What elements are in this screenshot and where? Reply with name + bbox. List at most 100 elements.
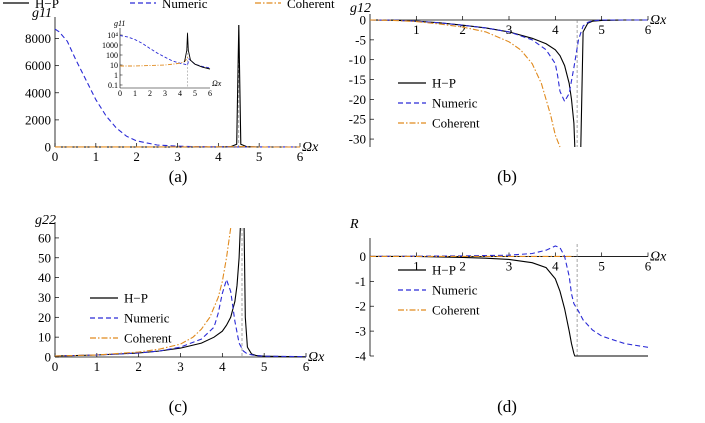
- panel-a-series-1: [54, 28, 301, 148]
- panel-b-ytick-label: -30: [349, 132, 366, 147]
- panel-a-legend-label-1: Numeric: [162, 0, 208, 11]
- inset-xtick-label: 6: [208, 89, 212, 98]
- panel-a-ylabel: g11: [32, 6, 52, 21]
- panel-d-caption: (d): [497, 397, 517, 416]
- panel-c-legend: H−P Numeric Coherent: [90, 291, 172, 346]
- panel-a-legend-label-0: H−P: [35, 0, 59, 11]
- inset-ytick-label: 100: [106, 51, 118, 60]
- inset-xtick-label: 1: [133, 89, 137, 98]
- panel-a-xtick-label: 3: [174, 149, 181, 164]
- panel-c-xtick-label: 6: [303, 359, 310, 374]
- panel-c: 0 1 2 3 4 5 60102030405060g22ΩxH−PNumericCoher…: [35, 213, 325, 416]
- panel-c-xtick-label: 4: [219, 359, 226, 374]
- panel-b-xtick-label: 3: [506, 22, 513, 37]
- panel-b-xlabel: Ωx: [650, 13, 667, 28]
- panel-a-xtick-label: 0: [52, 149, 59, 164]
- panel-b-xtick-label: 2: [459, 22, 466, 37]
- panel-d-ytick-label: -1: [355, 274, 366, 289]
- inset-xtick-label: 3: [163, 89, 167, 98]
- panel-c-caption: (c): [169, 397, 188, 416]
- panel-b-xtick-label: 6: [645, 22, 652, 37]
- panel-c-ytick-label: 40: [38, 270, 51, 285]
- panel-d-legend: H−P Numeric Coherent: [398, 263, 480, 318]
- panel-a-ytick-label: 0: [45, 140, 52, 155]
- panel-c-series-1: [243, 227, 307, 358]
- panel-d: 1 2 3 4 5 6 0 -1 -2 -3 -4 R Ωx H−P Numeric Coherent (d): [349, 217, 667, 416]
- panel-d-ytick-label: 0: [360, 249, 367, 264]
- panel-c-series-3: [54, 227, 232, 357]
- panel-b-series-1: [580, 19, 648, 148]
- panel-c-legend-label-0: H−P: [124, 291, 148, 306]
- panel-a-legend: H−P Numeric Coherent: [3, 0, 335, 11]
- panel-a-ytick-label: 2000: [25, 112, 51, 127]
- panel-a-legend-label-2: Coherent: [287, 0, 335, 11]
- panel-d-xtick-label: 4: [552, 258, 559, 273]
- panel-b-series-2: [369, 19, 648, 103]
- panel-c-xtick-label: 2: [135, 359, 142, 374]
- panel-c-ytick-label: 0: [45, 350, 52, 365]
- panel-a-ytick-label: 4000: [25, 85, 51, 100]
- panel-d-ytick-label: -2: [355, 299, 366, 314]
- panel-c-ytick-label: 60: [38, 230, 51, 245]
- panel-d-xlabel: Ωx: [650, 249, 667, 264]
- panel-b-series-3: [369, 19, 561, 148]
- inset-ytick-label: 1: [114, 71, 118, 80]
- panel-d-series-1: [369, 245, 649, 348]
- panel-b-legend-label-1: Numeric: [432, 96, 478, 111]
- panel-b: 1 2 3 4 5 6 0 -5 -10 -15 -20 -25 -30 g12 Ωx H−P Numeric C…: [349, 1, 667, 186]
- panel-d-legend-label-2: Coherent: [432, 303, 480, 318]
- panel-c-legend-label-1: Numeric: [124, 311, 170, 326]
- panel-d-legend-label-1: Numeric: [432, 283, 478, 298]
- inset-xtick-label: 2: [148, 89, 152, 98]
- inset-ytick-label: 10⁴: [107, 31, 118, 40]
- panel-d-xtick-label: 5: [598, 258, 605, 273]
- inset-ytick-label: 0.1: [108, 81, 118, 90]
- panel-c-ylabel: g22: [35, 213, 56, 228]
- inset-ytick-label: 10: [110, 61, 118, 70]
- panel-a-xlabel: Ωx: [302, 140, 319, 155]
- panel-d-xtick-label: 2: [459, 258, 466, 273]
- panel-c-xtick-label: 3: [177, 359, 184, 374]
- panel-c-ytick-label: 50: [38, 250, 51, 265]
- panel-b-legend-label-0: H−P: [432, 76, 456, 91]
- panel-c-ytick-label: 30: [38, 290, 51, 305]
- inset-xtick-label: 4: [178, 89, 182, 98]
- panel-b-ytick-label: -15: [349, 72, 366, 87]
- panel-b-ylabel: g12: [350, 1, 371, 16]
- panel-a-xtick-label: 5: [256, 149, 263, 164]
- panel-b-legend-label-2: Coherent: [432, 116, 480, 131]
- panel-a-series-0: [55, 24, 300, 148]
- panel-d-ytick-label: -3: [355, 324, 366, 339]
- panel-b-xtick-label: 1: [413, 22, 420, 37]
- inset-series-2: [184, 33, 211, 70]
- panel-a-xtick-label: 6: [297, 149, 304, 164]
- panel-a-ytick-label: 6000: [25, 58, 51, 73]
- panel-c-ytick-label: 20: [38, 310, 51, 325]
- panel-b-ytick-label: 0: [360, 13, 367, 28]
- panel-d-xtick-label: 1: [413, 258, 420, 273]
- panel-c-legend-label-2: Coherent: [124, 331, 172, 346]
- panel-b-ytick-label: -5: [355, 32, 366, 47]
- panel-a-caption: (a): [169, 167, 188, 186]
- panel-c-xtick-label: 5: [261, 359, 268, 374]
- panel-c-ytick-label: 10: [38, 330, 51, 345]
- panel-c-xtick-label: 0: [52, 359, 59, 374]
- inset-series-0: [119, 35, 211, 69]
- panel-b-caption: (b): [497, 167, 517, 186]
- inset-series-1: [120, 57, 188, 67]
- panel-c-xtick-label: 1: [94, 359, 101, 374]
- inset-xtick-label: 5: [193, 89, 197, 98]
- panel-d-xtick-label: 6: [645, 258, 652, 273]
- panel-b-ytick-label: -25: [349, 112, 366, 127]
- panel-b-xtick-label: 5: [598, 22, 605, 37]
- panel-a-xtick-label: 1: [93, 149, 100, 164]
- inset-ylabel: g11: [114, 19, 125, 28]
- panel-d-xtick-label: 3: [506, 258, 513, 273]
- panel-c-series-0: [54, 227, 241, 357]
- inset-xtick-label: 0: [118, 89, 122, 98]
- panel-d-ytick-label: -4: [355, 349, 366, 364]
- inset-ytick-label: 1000: [102, 41, 118, 50]
